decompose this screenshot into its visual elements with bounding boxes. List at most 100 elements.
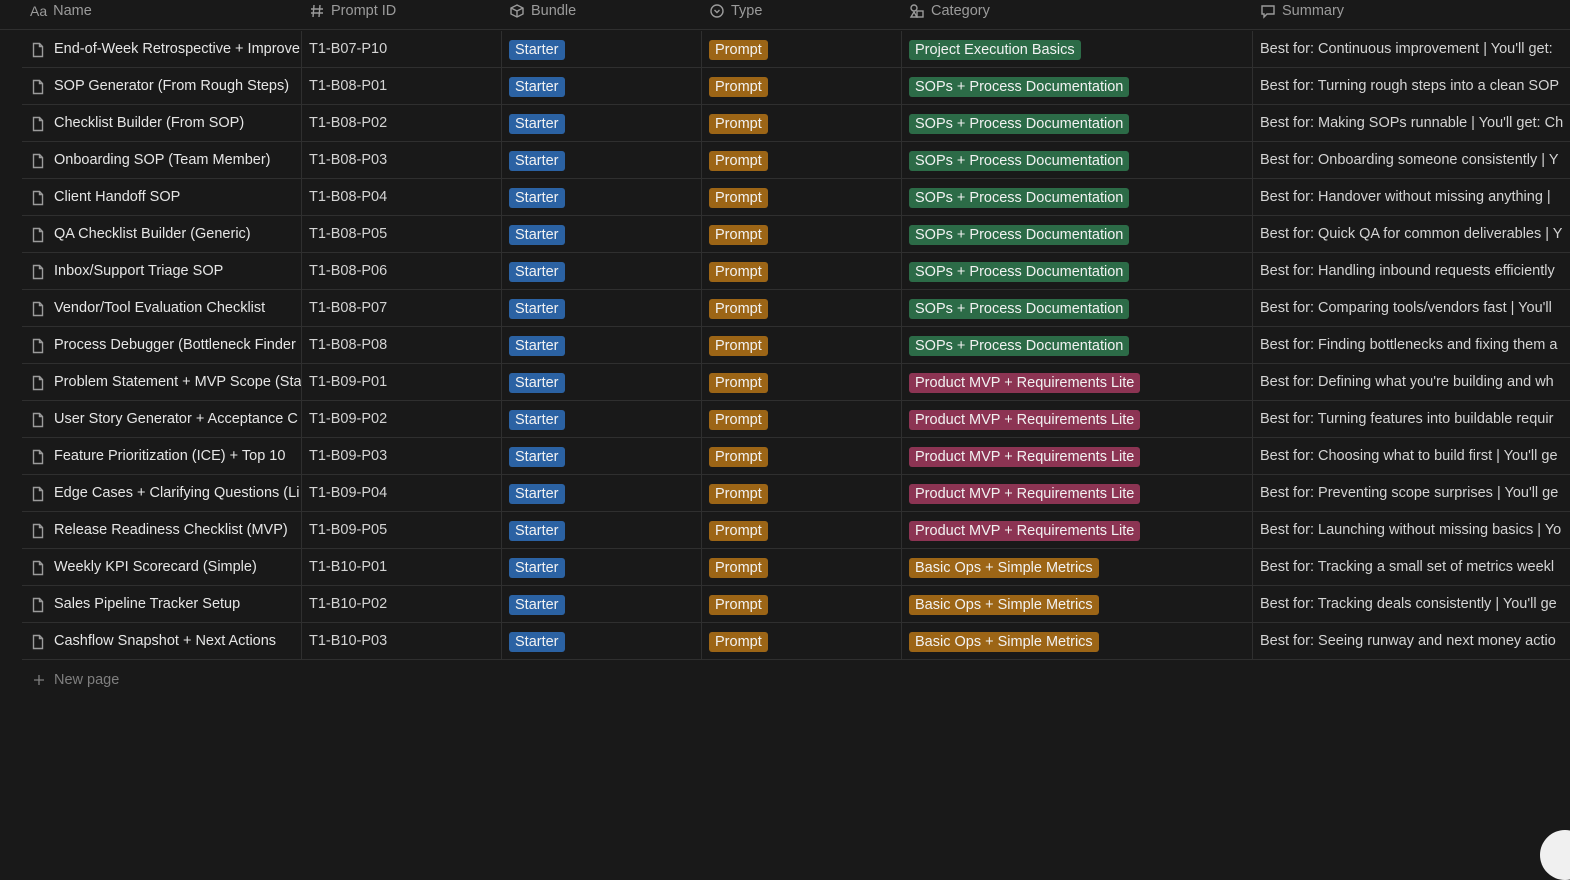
prompt-id-cell: T1-B08-P04 (309, 179, 501, 216)
bundle-cell: Starter (509, 401, 701, 438)
summary-cell: Best for: Preventing scope surprises | Y… (1260, 475, 1570, 512)
row-border (22, 585, 1570, 586)
column-header[interactable]: Bundle (509, 0, 576, 22)
help-button[interactable] (1540, 830, 1570, 880)
summary-cell: Best for: Defining what you're building … (1260, 364, 1570, 401)
bundle-cell: Starter (509, 438, 701, 475)
summary-cell: Best for: Making SOPs runnable | You'll … (1260, 105, 1570, 142)
prompt-id: T1-B08-P03 (309, 152, 388, 168)
bundle-tag: Starter (509, 372, 565, 393)
table-row[interactable]: Problem Statement + MVP Scope (Sta T1-B09… (22, 364, 1570, 401)
table-row[interactable]: Vendor/Tool Evaluation Checklist T1-B08-P… (22, 290, 1570, 327)
summary-cell: Best for: Continuous improvement | You'l… (1260, 31, 1570, 68)
prompt-id-cell: T1-B09-P02 (309, 401, 501, 438)
summary-cell: Best for: Turning features into buildabl… (1260, 401, 1570, 438)
name-cell: User Story Generator + Acceptance C (30, 401, 301, 438)
column-header[interactable]: Type (709, 0, 762, 22)
type-cell: Prompt (709, 512, 901, 549)
name-cell: Inbox/Support Triage SOP (30, 253, 301, 290)
summary-cell: Best for: Tracking a small set of metric… (1260, 549, 1570, 586)
category-cell: Project Execution Basics (909, 31, 1252, 68)
column-header[interactable]: Summary (1260, 0, 1344, 22)
prompt-id-cell: T1-B07-P10 (309, 31, 501, 68)
page-title: Onboarding SOP (Team Member) (54, 152, 271, 168)
table-row[interactable]: Inbox/Support Triage SOP T1-B08-P06 Starte… (22, 253, 1570, 290)
table-row[interactable]: Feature Prioritization (ICE) + Top 10 T1-… (22, 438, 1570, 475)
bundle-tag: Starter (509, 224, 565, 245)
type-tag: Prompt (709, 187, 768, 208)
type-cell: Prompt (709, 179, 901, 216)
category-tag: Product MVP + Requirements Lite (909, 446, 1141, 467)
name-cell: Weekly KPI Scorecard (Simple) (30, 549, 301, 586)
table-row[interactable]: Checklist Builder (From SOP) T1-B08-P02 St… (22, 105, 1570, 142)
category-cell: Basic Ops + Simple Metrics (909, 623, 1252, 660)
bundle-tag: Starter (509, 39, 565, 60)
table-row[interactable]: Client Handoff SOP T1-B08-P04 Starter Promp… (22, 179, 1570, 216)
prompt-id: T1-B09-P03 (309, 448, 388, 464)
page-title: Vendor/Tool Evaluation Checklist (54, 300, 266, 316)
row-border (22, 252, 1570, 253)
type-tag: Prompt (709, 631, 768, 652)
page-icon (30, 264, 46, 280)
type-cell: Prompt (709, 475, 901, 512)
column-icon: Aa (30, 3, 48, 19)
prompt-id: T1-B08-P02 (309, 115, 388, 131)
category-tag: Project Execution Basics (909, 39, 1081, 60)
bundle-tag: Starter (509, 520, 565, 541)
table-row[interactable]: Cashflow Snapshot + Next Actions T1-B10-P… (22, 623, 1570, 660)
table-row[interactable]: Sales Pipeline Tracker Setup T1-B10-P02 St… (22, 586, 1570, 623)
summary-cell: Best for: Choosing what to build first |… (1260, 438, 1570, 475)
category-tag: Product MVP + Requirements Lite (909, 372, 1141, 393)
table-row[interactable]: User Story Generator + Acceptance C T1-B0… (22, 401, 1570, 438)
bundle-cell: Starter (509, 68, 701, 105)
bundle-cell: Starter (509, 216, 701, 253)
table-row[interactable]: QA Checklist Builder (Generic) T1-B08-P05… (22, 216, 1570, 253)
column-header[interactable]: Aa Name (30, 0, 92, 22)
prompt-id: T1-B08-P01 (309, 78, 388, 94)
summary-cell: Best for: Seeing runway and next money a… (1260, 623, 1570, 660)
page-icon (30, 486, 46, 502)
page-title: Release Readiness Checklist (MVP) (54, 522, 288, 538)
row-border (22, 659, 1570, 660)
table-row[interactable]: Process Debugger (Bottleneck Finder T1-B0… (22, 327, 1570, 364)
summary-cell: Best for: Handover without missing anyth… (1260, 179, 1570, 216)
category-cell: SOPs + Process Documentation (909, 216, 1252, 253)
prompt-id-cell: T1-B09-P04 (309, 475, 501, 512)
table-row[interactable]: End-of-Week Retrospective + Improve T1-B0… (22, 31, 1570, 68)
summary-cell: Best for: Tracking deals consistently | … (1260, 586, 1570, 623)
prompt-id-cell: T1-B09-P03 (309, 438, 501, 475)
category-cell: SOPs + Process Documentation (909, 327, 1252, 364)
prompt-id: T1-B10-P02 (309, 596, 388, 612)
column-header[interactable]: Category (909, 0, 990, 22)
summary: Best for: Defining what you're building … (1260, 374, 1554, 390)
type-cell: Prompt (709, 549, 901, 586)
page-icon (30, 227, 46, 243)
prompt-id-cell: T1-B08-P05 (309, 216, 501, 253)
page-title: Edge Cases + Clarifying Questions (Li (54, 485, 300, 501)
bundle-tag: Starter (509, 76, 565, 97)
bundle-tag: Starter (509, 409, 565, 430)
new-page-button[interactable]: New page (32, 669, 119, 691)
prompt-id: T1-B08-P08 (309, 337, 388, 353)
table-row[interactable]: Onboarding SOP (Team Member) T1-B08-P03 St… (22, 142, 1570, 179)
type-tag: Prompt (709, 113, 768, 134)
type-cell: Prompt (709, 142, 901, 179)
type-tag: Prompt (709, 409, 768, 430)
name-cell: Process Debugger (Bottleneck Finder (30, 327, 301, 364)
table-row[interactable]: Edge Cases + Clarifying Questions (Li T1-… (22, 475, 1570, 512)
type-cell: Prompt (709, 623, 901, 660)
type-tag: Prompt (709, 224, 768, 245)
bundle-tag: Starter (509, 261, 565, 282)
row-border (22, 474, 1570, 475)
category-tag: SOPs + Process Documentation (909, 113, 1130, 134)
table-row[interactable]: Weekly KPI Scorecard (Simple) T1-B10-P01 S… (22, 549, 1570, 586)
table-row[interactable]: Release Readiness Checklist (MVP) T1-B09-… (22, 512, 1570, 549)
column-header[interactable]: Prompt ID (309, 0, 396, 22)
prompt-id-cell: T1-B08-P06 (309, 253, 501, 290)
page-title: End-of-Week Retrospective + Improve (54, 41, 300, 57)
category-tag: SOPs + Process Documentation (909, 76, 1130, 97)
type-cell: Prompt (709, 105, 901, 142)
table-row[interactable]: SOP Generator (From Rough Steps) T1-B08-P… (22, 68, 1570, 105)
page-title: Problem Statement + MVP Scope (Sta (54, 374, 301, 390)
